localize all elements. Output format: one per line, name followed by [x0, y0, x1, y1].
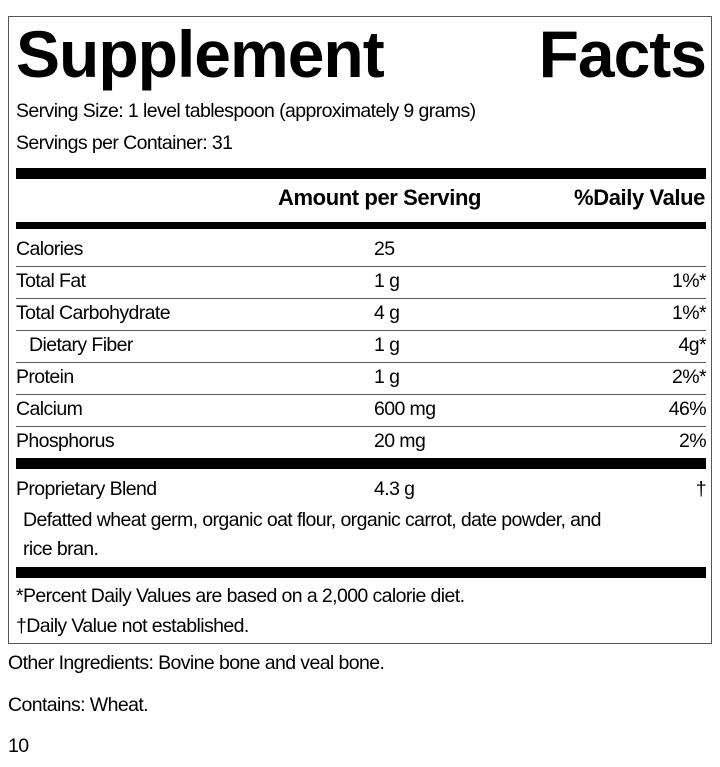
- nutrient-dv: 4g*: [678, 334, 707, 356]
- nutrient-name: Total Carbohydrate: [16, 302, 171, 324]
- divider-thick: [16, 168, 706, 179]
- divider-thick: [16, 567, 706, 578]
- nutrient-amount: 1 g: [374, 270, 400, 292]
- other-ingredients: Other Ingredients: Bovine bone and veal …: [8, 652, 385, 674]
- nutrient-row: Calcium 600 mg 46%: [16, 394, 707, 426]
- blend-ingredients: Defatted wheat germ, organic oat flour, …: [23, 509, 602, 531]
- divider: [16, 426, 706, 427]
- divider: [16, 362, 706, 363]
- nutrient-amount: 1 g: [374, 366, 400, 388]
- nutrient-row: Phosphorus 20 mg 2%: [16, 426, 707, 458]
- contains-allergens: Contains: Wheat.: [8, 694, 149, 716]
- nutrient-amount: 4 g: [374, 302, 400, 324]
- blend-amount: 4.3 g: [374, 478, 415, 500]
- blend-row: Proprietary Blend 4.3 g †: [16, 474, 707, 506]
- panel-title: Supplement Facts: [16, 14, 707, 94]
- divider: [16, 266, 706, 267]
- nutrient-row: Protein 1 g 2%*: [16, 362, 707, 394]
- nutrient-amount: 20 mg: [374, 430, 426, 452]
- supplement-facts-panel: [8, 16, 712, 644]
- nutrient-dv: 2%*: [672, 366, 707, 388]
- nutrient-row: Total Fat 1 g 1%*: [16, 266, 707, 298]
- nutrient-dv: 2%: [679, 430, 707, 452]
- nutrient-name: Calories: [16, 238, 83, 260]
- divider: [16, 330, 706, 331]
- blend-ingredients: rice bran.: [23, 538, 99, 560]
- nutrient-dv: 46%: [668, 398, 707, 420]
- nutrient-amount: 25: [374, 238, 395, 260]
- divider-thick: [16, 222, 706, 229]
- divider-thick: [16, 458, 706, 469]
- nutrient-name: Total Fat: [16, 270, 86, 292]
- nutrient-amount: 600 mg: [374, 398, 436, 420]
- header-daily-value: %Daily Value: [574, 185, 705, 210]
- title-word: Facts: [538, 17, 707, 91]
- serving-size: Serving Size: 1 level tablespoon (approx…: [16, 100, 476, 122]
- footnote: †Daily Value not established.: [16, 615, 249, 637]
- nutrient-amount: 1 g: [374, 334, 400, 356]
- blend-name: Proprietary Blend: [16, 478, 157, 500]
- divider: [16, 298, 706, 299]
- nutrient-row: Dietary Fiber 1 g 4g*: [16, 330, 707, 362]
- blend-dv: †: [695, 478, 707, 500]
- nutrient-name: Calcium: [16, 398, 83, 420]
- nutrient-row: Total Carbohydrate 4 g 1%*: [16, 298, 707, 330]
- divider: [16, 394, 706, 395]
- nutrient-row: Calories 25: [16, 234, 706, 266]
- servings-per-container: Servings per Container: 31: [16, 132, 233, 154]
- footnote: *Percent Daily Values are based on a 2,0…: [16, 585, 465, 607]
- nutrient-name: Dietary Fiber: [29, 334, 133, 356]
- nutrient-dv: 1%*: [672, 302, 707, 324]
- header-amount: Amount per Serving: [278, 185, 482, 210]
- title-word: Supplement: [16, 17, 385, 91]
- nutrient-dv: 1%*: [672, 270, 707, 292]
- page-number: 10: [8, 735, 29, 757]
- nutrient-name: Phosphorus: [16, 430, 115, 452]
- nutrient-name: Protein: [16, 366, 74, 388]
